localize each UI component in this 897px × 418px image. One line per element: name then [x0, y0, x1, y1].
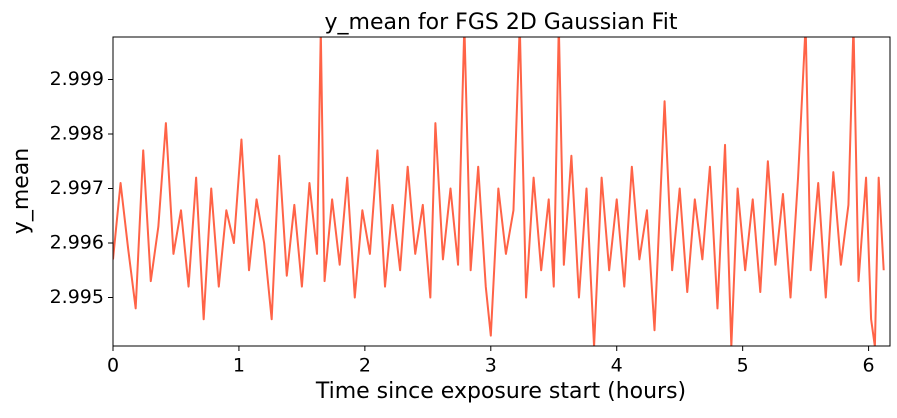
x-tick-label: 5: [737, 355, 749, 377]
y-axis-label: y_mean: [9, 148, 34, 234]
x-tick-label: 4: [611, 355, 623, 377]
y-tick-label: 2.996: [50, 232, 104, 254]
x-tick-label: 2: [359, 355, 371, 377]
data-line: [113, 37, 885, 346]
y-tick-label: 2.995: [50, 286, 104, 308]
plot-frame: [112, 36, 891, 347]
x-tick-label: 3: [485, 355, 497, 377]
x-tick-label: 1: [233, 355, 245, 377]
x-tick-label: 0: [107, 355, 119, 377]
chart-title: y_mean for FGS 2D Gaussian Fit: [325, 10, 678, 35]
x-tick-label: 6: [863, 355, 875, 377]
x-axis-label: Time since exposure start (hours): [315, 379, 686, 404]
y-tick-label: 2.998: [50, 123, 104, 145]
y-tick-label: 2.997: [50, 177, 104, 199]
plot-area: [113, 37, 885, 346]
y-tick-label: 2.999: [50, 68, 104, 90]
